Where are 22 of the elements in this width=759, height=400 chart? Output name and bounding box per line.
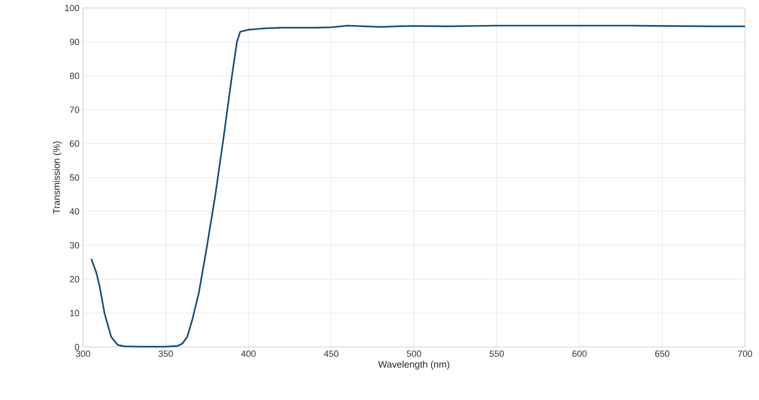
x-tick-label: 450 (324, 350, 338, 357)
x-tick-label: 400 (241, 350, 256, 357)
y-tick-label: 70 (70, 106, 80, 113)
y-tick-label: 10 (70, 310, 80, 316)
y-tick-label: 0 (74, 344, 80, 350)
y-tick-label: 60 (70, 140, 80, 147)
y-tick-label: 100 (65, 4, 80, 12)
y-tick-label: 20 (70, 276, 80, 282)
x-axis-title: Wavelength (nm) (378, 360, 450, 370)
x-tick-label: 350 (158, 350, 173, 357)
y-tick-label: 80 (70, 72, 80, 79)
x-tick-label: 700 (738, 350, 752, 357)
y-tick-label: 30 (70, 242, 80, 248)
x-tick-label: 300 (76, 350, 90, 357)
y-tick-label: 40 (70, 208, 80, 215)
x-tick-label: 550 (490, 350, 504, 357)
y-axis-title: Transmission (%) (52, 141, 62, 214)
x-tick-label: 650 (655, 350, 670, 357)
x-tick-label: 500 (406, 350, 422, 357)
y-tick-label: 90 (70, 38, 80, 46)
y-tick-label: 50 (70, 174, 80, 181)
x-tick-label: 600 (572, 350, 587, 357)
